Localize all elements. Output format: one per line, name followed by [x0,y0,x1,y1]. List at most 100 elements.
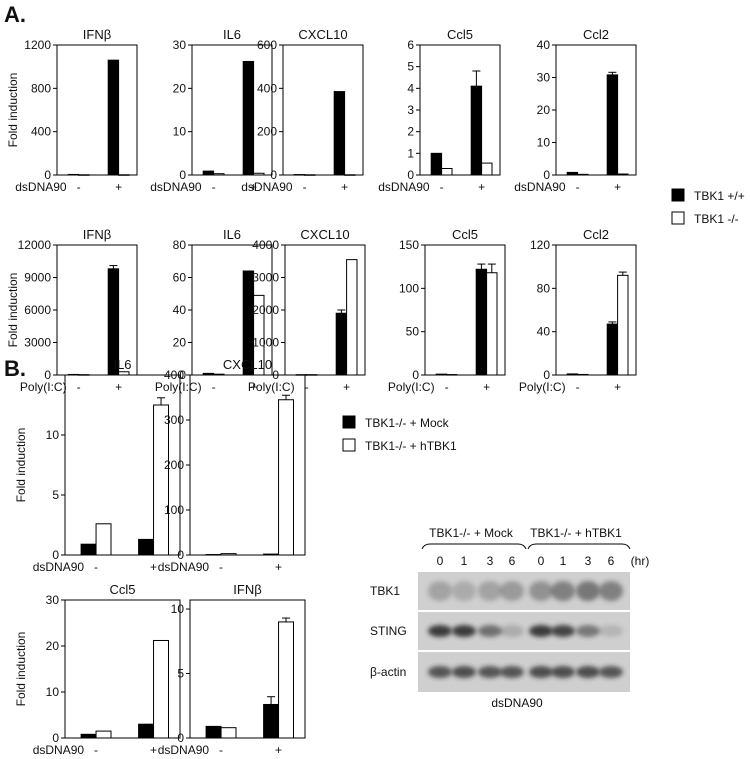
bar [306,374,318,376]
x-tick-label: + [483,380,490,394]
y-tick-label: 10 [537,136,551,150]
blot-band [428,666,452,678]
bar [446,374,458,376]
y-tick-label: 0 [412,368,419,382]
y-tick-label: 400 [164,368,184,382]
blot-time: 6 [608,554,615,568]
blot-band [529,581,553,601]
y-tick-label: 20 [537,103,551,117]
y-tick-label: 30 [173,38,187,52]
blot-band [599,666,623,678]
y-tick-label: 12000 [18,238,52,252]
y-tick-label: 10 [46,685,60,699]
y-tick-label: 1 [407,146,414,160]
x-tick-label: - [445,380,449,394]
x-tick-label: - [212,180,216,194]
x-tick-label: + [115,180,122,194]
y-tick-label: 30 [537,71,551,85]
y-tick-label: 3 [407,103,414,117]
x-tick-label: + [250,180,257,194]
bar [80,733,97,739]
plot-frame [555,44,637,176]
bracket [421,543,527,550]
x-tick-label: - [94,560,98,574]
bar [606,323,619,376]
x-axis-label: dsDNA90 [33,560,85,574]
blot-band [551,625,575,637]
bar [67,173,80,176]
y-tick-label: 1000 [252,336,279,350]
y-tick-label: 10 [171,602,185,616]
x-axis-label: dsDNA90 [158,743,210,754]
chart-title: CXCL10 [298,27,347,42]
chart-title: IFNβ [83,27,111,42]
error-bar [109,265,118,269]
y-tick-label: 10 [46,428,60,442]
error-bar [487,263,496,273]
legend-label: TBK1-/- + hTBK1 [365,439,457,453]
bar [263,703,280,739]
blot-time: 3 [585,554,592,568]
chart-title: CXCL10 [300,227,349,242]
y-tick-label: 0 [179,368,186,382]
bar [95,523,112,556]
y-tick-label: 10 [173,125,187,139]
x-axis-label: dsDNA90 [150,180,202,194]
plot-frame [64,599,181,739]
blot-band [500,581,524,601]
x-axis-label: Poly(I:C) [388,380,435,394]
bar [486,272,498,376]
bar [346,259,358,376]
bar [435,373,448,376]
blot-time: 1 [560,554,567,568]
chart-title: IL6 [223,27,241,42]
blot-band [551,666,575,678]
blot-band [500,625,524,637]
bar [344,174,356,176]
blot-row-label: STING [370,624,407,638]
y-tick-label: 9000 [24,271,51,285]
y-tick-label: 2 [407,125,414,139]
blot-band [500,666,524,678]
bar [205,554,222,556]
y-tick-label: 400 [31,125,51,139]
legend-swatch [342,415,356,429]
error-bar [608,71,617,75]
plot-frame [282,44,364,176]
blot-row-label: β-actin [370,665,406,679]
blot-time: 0 [538,554,545,568]
y-axis-label: Fold induction [6,73,20,148]
y-tick-label: 80 [537,281,551,295]
legend-swatch [342,438,356,452]
x-axis-label: dsDNA90 [33,743,85,754]
blot-band [452,666,476,678]
chart-title: Ccl5 [109,582,135,597]
x-tick-label: + [150,743,157,754]
y-tick-label: 0 [52,548,59,562]
x-tick-label: + [275,743,282,754]
chart-title: IL6 [113,357,131,372]
chart-title: IFNβ [233,582,261,597]
legend-label: TBK1 +/+ [694,189,745,203]
error-bar [282,394,291,400]
bracket [527,543,631,550]
panel-label: B. [4,356,26,381]
y-tick-label: 100 [164,503,184,517]
x-tick-label: + [341,180,348,194]
x-axis-label: Poly(I:C) [155,380,202,394]
bar [253,172,265,176]
y-tick-label: 200 [257,125,277,139]
y-tick-label: 6 [407,38,414,52]
error-bar [608,321,617,325]
blot-time: 6 [509,554,516,568]
blot-band [478,581,502,601]
bar [304,174,316,176]
y-tick-label: 2000 [252,303,279,317]
bar [78,174,90,176]
y-tick-label: 150 [399,238,419,252]
blot-band [599,581,623,601]
x-tick-label: - [77,180,81,194]
y-tick-label: 3000 [24,336,51,350]
bar [430,152,443,176]
